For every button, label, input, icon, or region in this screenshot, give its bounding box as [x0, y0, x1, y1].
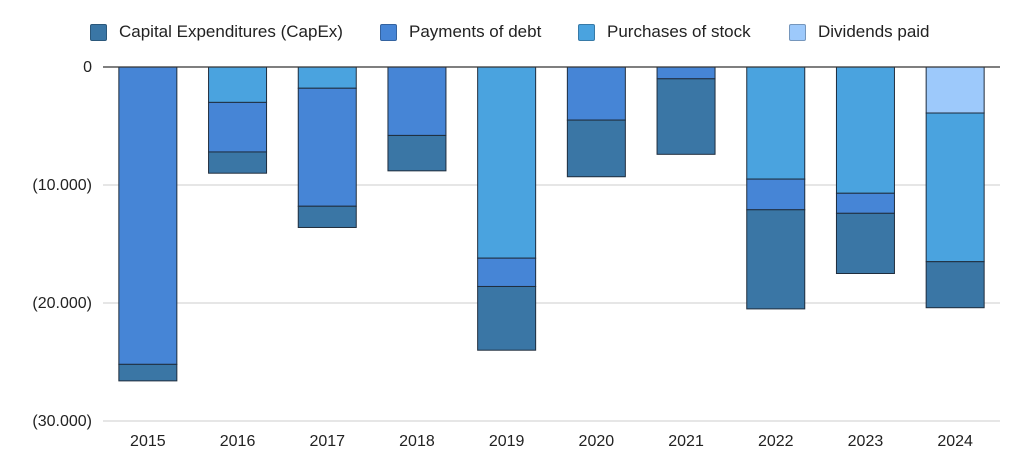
bar-segment[interactable] [208, 101, 268, 153]
bar-segment[interactable] [477, 66, 537, 259]
bar-segment[interactable] [566, 66, 626, 121]
bar-segment[interactable] [208, 151, 268, 174]
bar-segment[interactable] [566, 119, 626, 178]
bar-segment[interactable] [118, 66, 178, 365]
legend-label-stock: Purchases of stock [607, 22, 751, 41]
x-tick-label: 2018 [399, 433, 435, 450]
bar-segment[interactable] [925, 261, 985, 309]
bar-segment[interactable] [746, 178, 806, 211]
chart-legend: Capital Expenditures (CapEx) Payments of… [0, 20, 1024, 44]
bar-segment[interactable] [297, 205, 357, 228]
legend-label-capex: Capital Expenditures (CapEx) [119, 22, 343, 41]
bar-segment[interactable] [925, 112, 985, 263]
bar-segment[interactable] [387, 134, 447, 172]
legend-item-dividends[interactable]: Dividends paid [789, 20, 930, 44]
bar-segment[interactable] [477, 285, 537, 351]
y-tick-label: 0 [83, 59, 92, 76]
bar-segment[interactable] [835, 212, 895, 275]
legend-label-dividends: Dividends paid [818, 22, 930, 41]
x-axis-labels: 2015 2016 2017 2018 2019 2020 2021 2022 2023 2024 [130, 433, 973, 450]
legend-label-debt: Payments of debt [409, 22, 542, 41]
x-tick-label: 2016 [220, 433, 256, 450]
bar-segment[interactable] [746, 66, 806, 180]
x-tick-label: 2017 [309, 433, 345, 450]
bar-segment[interactable] [925, 66, 985, 114]
bar-segment[interactable] [746, 209, 806, 310]
y-tick-label: (20.000) [32, 295, 92, 312]
x-tick-label: 2022 [758, 433, 794, 450]
x-tick-label: 2021 [668, 433, 704, 450]
y-axis-labels: 0 (10.000) (20.000) (30.000) [32, 59, 92, 430]
x-tick-label: 2024 [937, 433, 973, 450]
bar-segment[interactable] [835, 66, 895, 194]
legend-item-debt[interactable]: Payments of debt [380, 20, 541, 44]
legend-swatch-capex [90, 23, 107, 41]
legend-swatch-stock [578, 23, 595, 41]
legend-item-capex[interactable]: Capital Expenditures (CapEx) [90, 20, 343, 44]
x-tick-label: 2023 [848, 433, 884, 450]
x-tick-label: 2015 [130, 433, 166, 450]
bar-segment[interactable] [656, 66, 716, 80]
bar-segment[interactable] [118, 363, 178, 382]
bar-segment[interactable] [477, 257, 537, 287]
legend-swatch-dividends [789, 23, 806, 41]
legend-item-stock[interactable]: Purchases of stock [578, 20, 751, 44]
bar-segment[interactable] [387, 66, 447, 136]
bar-segment[interactable] [297, 87, 357, 207]
bars-layer [118, 66, 985, 382]
legend-swatch-debt [380, 23, 397, 41]
bar-segment[interactable] [297, 66, 357, 89]
x-tick-label: 2020 [579, 433, 615, 450]
y-tick-label: (30.000) [32, 413, 92, 430]
bar-segment[interactable] [835, 192, 895, 214]
y-tick-label: (10.000) [32, 177, 92, 194]
bar-segment[interactable] [656, 78, 716, 155]
x-tick-label: 2019 [489, 433, 525, 450]
bar-segment[interactable] [208, 66, 268, 103]
